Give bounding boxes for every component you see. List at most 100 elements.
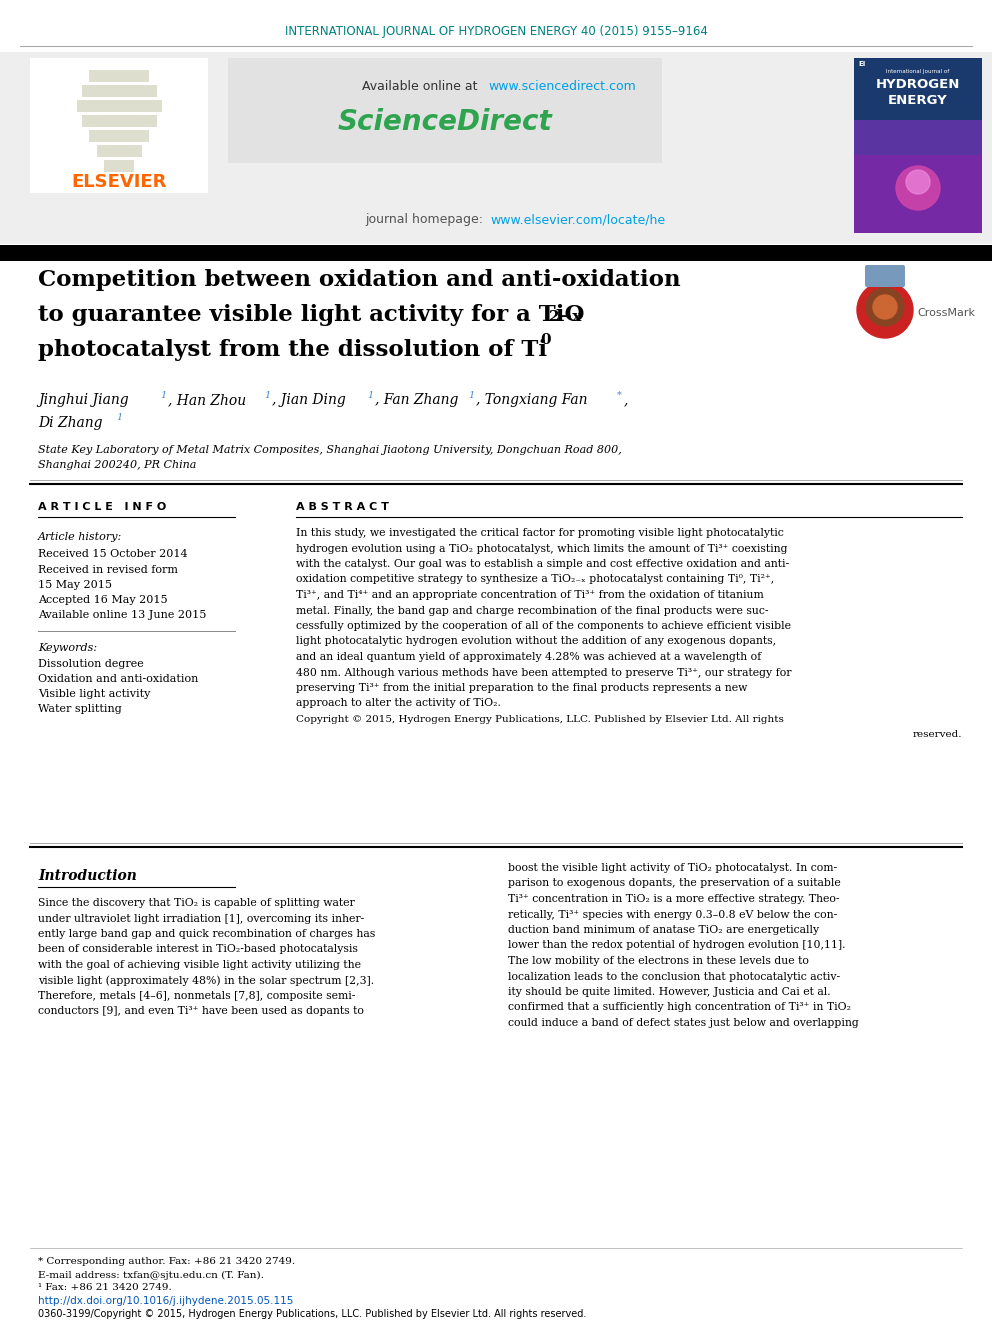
Text: E-mail address: txfan@sjtu.edu.cn (T. Fan).: E-mail address: txfan@sjtu.edu.cn (T. Fa… [38,1270,264,1279]
FancyBboxPatch shape [0,52,992,243]
Text: 1: 1 [367,390,373,400]
Text: Accepted 16 May 2015: Accepted 16 May 2015 [38,595,168,605]
Text: ity should be quite limited. However, Justicia and Cai et al.: ity should be quite limited. However, Ju… [508,987,830,998]
Text: 480 nm. Although various methods have been attempted to preserve Ti³⁺, our strat: 480 nm. Although various methods have be… [296,668,792,677]
Text: oxidation competitive strategy to synthesize a TiO₂₋ₓ photocatalyst containing T: oxidation competitive strategy to synthe… [296,574,774,585]
Text: Therefore, metals [4–6], nonmetals [7,8], composite semi-: Therefore, metals [4–6], nonmetals [7,8]… [38,991,355,1002]
Text: boost the visible light activity of TiO₂ photocatalyst. In com-: boost the visible light activity of TiO₂… [508,863,837,873]
Text: Received 15 October 2014: Received 15 October 2014 [38,549,187,560]
Text: hydrogen evolution using a TiO₂ photocatalyst, which limits the amount of Ti³⁺ c: hydrogen evolution using a TiO₂ photocat… [296,544,788,553]
FancyBboxPatch shape [97,146,142,157]
Text: 1: 1 [160,390,167,400]
Text: Shanghai 200240, PR China: Shanghai 200240, PR China [38,460,196,470]
Text: 15 May 2015: 15 May 2015 [38,579,112,590]
Text: www.elsevier.com/locate/he: www.elsevier.com/locate/he [490,213,665,226]
Circle shape [896,165,940,210]
Text: to guarantee visible light activity for a TiO: to guarantee visible light activity for … [38,304,584,325]
Text: been of considerable interest in TiO₂-based photocatalysis: been of considerable interest in TiO₂-ba… [38,945,358,954]
Text: Ti³⁺ concentration in TiO₂ is a more effective strategy. Theo-: Ti³⁺ concentration in TiO₂ is a more eff… [508,894,839,904]
Circle shape [866,288,904,325]
Text: HYDROGEN: HYDROGEN [876,78,960,91]
Text: visible light (approximately 48%) in the solar spectrum [2,3].: visible light (approximately 48%) in the… [38,975,374,986]
Text: with the catalyst. Our goal was to establish a simple and cost effective oxidati: with the catalyst. Our goal was to estab… [296,560,789,569]
Text: Available online 13 June 2015: Available online 13 June 2015 [38,610,206,620]
Text: metal. Finally, the band gap and charge recombination of the final products were: metal. Finally, the band gap and charge … [296,606,769,615]
Text: *: * [617,390,622,400]
Text: Water splitting: Water splitting [38,704,122,714]
FancyBboxPatch shape [30,58,208,193]
Text: 1: 1 [264,390,270,400]
FancyBboxPatch shape [82,115,157,127]
Text: * Corresponding author. Fax: +86 21 3420 2749.: * Corresponding author. Fax: +86 21 3420… [38,1257,296,1266]
Text: ENERGY: ENERGY [888,94,948,106]
Text: Jinghui Jiang: Jinghui Jiang [38,393,133,407]
Text: Available online at: Available online at [362,79,481,93]
FancyBboxPatch shape [854,58,982,233]
Text: Dissolution degree: Dissolution degree [38,659,144,669]
Text: , Tongxiang Fan: , Tongxiang Fan [476,393,587,407]
Text: approach to alter the activity of TiO₂.: approach to alter the activity of TiO₂. [296,699,501,709]
Text: ScienceDirect: ScienceDirect [337,108,553,136]
Text: Since the discovery that TiO₂ is capable of splitting water: Since the discovery that TiO₂ is capable… [38,898,355,908]
Text: Copyright © 2015, Hydrogen Energy Publications, LLC. Published by Elsevier Ltd. : Copyright © 2015, Hydrogen Energy Public… [296,714,784,724]
FancyBboxPatch shape [854,120,982,233]
Text: CrossMark: CrossMark [917,308,975,318]
FancyBboxPatch shape [865,265,905,287]
Text: lower than the redox potential of hydrogen evolution [10,11].: lower than the redox potential of hydrog… [508,941,845,950]
Text: photocatalyst from the dissolution of Ti: photocatalyst from the dissolution of Ti [38,339,548,361]
Text: ¹ Fax: +86 21 3420 2749.: ¹ Fax: +86 21 3420 2749. [38,1283,172,1293]
Text: State Key Laboratory of Metal Matrix Composites, Shanghai Jiaotong University, D: State Key Laboratory of Metal Matrix Com… [38,445,622,455]
FancyBboxPatch shape [104,160,134,172]
FancyBboxPatch shape [228,58,662,163]
Text: , Jian Ding: , Jian Ding [272,393,350,407]
Text: 0360-3199/Copyright © 2015, Hydrogen Energy Publications, LLC. Published by Else: 0360-3199/Copyright © 2015, Hydrogen Ene… [38,1308,586,1319]
Text: http://dx.doi.org/10.1016/j.ijhydene.2015.05.115: http://dx.doi.org/10.1016/j.ijhydene.201… [38,1297,294,1306]
Text: Article history:: Article history: [38,532,122,542]
FancyBboxPatch shape [89,130,149,142]
Text: A R T I C L E   I N F O: A R T I C L E I N F O [38,501,167,512]
Text: under ultraviolet light irradiation [1], overcoming its inher-: under ultraviolet light irradiation [1],… [38,913,364,923]
Text: and an ideal quantum yield of approximately 4.28% was achieved at a wavelength o: and an ideal quantum yield of approximat… [296,652,761,662]
Text: could induce a band of defect states just below and overlapping: could induce a band of defect states jus… [508,1017,859,1028]
Text: with the goal of achieving visible light activity utilizing the: with the goal of achieving visible light… [38,960,361,970]
Text: Oxidation and anti-oxidation: Oxidation and anti-oxidation [38,673,198,684]
Text: 2−x: 2−x [549,310,581,324]
Text: Ti³⁺, and Ti⁴⁺ and an appropriate concentration of Ti³⁺ from the oxidation of ti: Ti³⁺, and Ti⁴⁺ and an appropriate concen… [296,590,764,601]
Text: ently large band gap and quick recombination of charges has: ently large band gap and quick recombina… [38,929,375,939]
Text: ,: , [624,393,628,407]
Text: ELSEVIER: ELSEVIER [71,173,167,191]
Text: Competition between oxidation and anti-oxidation: Competition between oxidation and anti-o… [38,269,681,291]
Text: 1: 1 [116,414,122,422]
Circle shape [873,295,897,319]
FancyBboxPatch shape [0,245,992,261]
Text: cessfully optimized by the cooperation of all of the components to achieve effic: cessfully optimized by the cooperation o… [296,620,791,631]
FancyBboxPatch shape [82,85,157,97]
Text: conductors [9], and even Ti³⁺ have been used as dopants to: conductors [9], and even Ti³⁺ have been … [38,1007,364,1016]
Text: A B S T R A C T: A B S T R A C T [296,501,389,512]
Text: The low mobility of the electrons in these levels due to: The low mobility of the electrons in the… [508,957,808,966]
Circle shape [857,282,913,337]
FancyBboxPatch shape [77,101,162,112]
FancyBboxPatch shape [89,70,149,82]
Text: , Han Zhou: , Han Zhou [168,393,251,407]
Text: In this study, we investigated the critical factor for promoting visible light p: In this study, we investigated the criti… [296,528,784,538]
Text: 1: 1 [468,390,474,400]
Text: www.sciencedirect.com: www.sciencedirect.com [488,79,636,93]
Text: preserving Ti³⁺ from the initial preparation to the final products represents a : preserving Ti³⁺ from the initial prepara… [296,683,747,693]
Text: , Fan Zhang: , Fan Zhang [375,393,462,407]
Text: journal homepage:: journal homepage: [365,213,487,226]
Text: light photocatalytic hydrogen evolution without the addition of any exogenous do: light photocatalytic hydrogen evolution … [296,636,776,647]
Text: INTERNATIONAL JOURNAL OF HYDROGEN ENERGY 40 (2015) 9155–9164: INTERNATIONAL JOURNAL OF HYDROGEN ENERGY… [285,25,707,38]
Text: 0: 0 [540,333,551,347]
Text: International Journal of: International Journal of [887,70,949,74]
Text: Received in revised form: Received in revised form [38,565,178,576]
Text: retically, Ti³⁺ species with energy 0.3–0.8 eV below the con-: retically, Ti³⁺ species with energy 0.3–… [508,909,837,919]
Text: EI: EI [858,61,865,67]
FancyBboxPatch shape [854,155,982,233]
Text: Di Zhang: Di Zhang [38,415,107,430]
Text: Visible light activity: Visible light activity [38,689,151,699]
Text: duction band minimum of anatase TiO₂ are energetically: duction band minimum of anatase TiO₂ are… [508,925,819,935]
Circle shape [906,169,930,194]
Text: confirmed that a sufficiently high concentration of Ti³⁺ in TiO₂: confirmed that a sufficiently high conce… [508,1003,851,1012]
Text: Introduction: Introduction [38,869,137,882]
